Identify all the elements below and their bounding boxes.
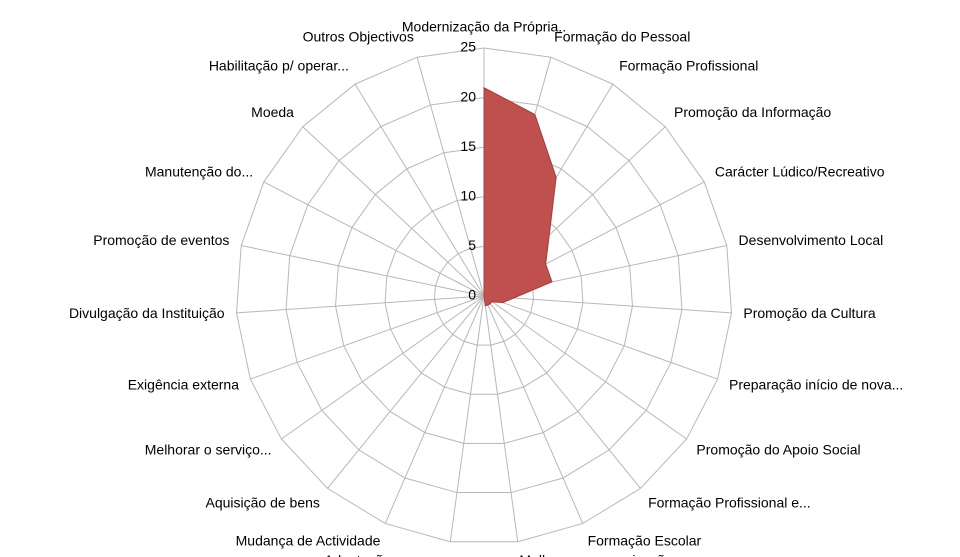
- grid-ring: [384, 196, 584, 395]
- spoke: [416, 57, 485, 297]
- y-tick-label: 25: [460, 39, 476, 55]
- y-tick-label: 10: [460, 188, 476, 204]
- category-label: Formação Profissional: [619, 58, 758, 74]
- category-label: Preparação início de nova...: [729, 376, 903, 392]
- spoke: [354, 83, 485, 297]
- category-label: Melhorar a comunicação...: [519, 552, 684, 557]
- spoke: [236, 295, 485, 314]
- category-label: Exigência externa: [128, 376, 240, 392]
- category-label: Manutenção do...: [145, 163, 253, 179]
- grid-ring: [335, 146, 633, 444]
- spoke: [483, 295, 584, 524]
- grid-ring: [236, 47, 732, 543]
- category-label: Formação do Pessoal: [554, 29, 690, 45]
- spoke: [281, 295, 485, 440]
- category-label: Promoção do Apoio Social: [696, 441, 860, 457]
- spoke: [483, 295, 687, 440]
- category-label: Aquisição de bens: [205, 495, 319, 511]
- category-label: Adaptação a nova...: [324, 552, 449, 557]
- category-label: Formação Escolar: [588, 533, 702, 549]
- category-label: Promoção de eventos: [93, 232, 229, 248]
- radar-area: [483, 86, 557, 307]
- category-label: Mudança de Actividade: [236, 533, 381, 549]
- y-tick-label: 5: [468, 237, 476, 253]
- spoke: [449, 295, 485, 542]
- category-label: Habilitação p/ operar...: [209, 58, 349, 74]
- spoke: [327, 295, 485, 489]
- spoke: [302, 126, 485, 297]
- spoke: [483, 295, 732, 314]
- category-label: Moeda: [251, 104, 294, 120]
- category-label: Outros Objectivos: [303, 29, 414, 45]
- category-label: Melhorar o serviço...: [145, 441, 272, 457]
- spoke: [384, 295, 485, 524]
- spoke: [483, 295, 718, 380]
- category-label: Modernização da Própria..: [402, 19, 566, 35]
- category-label: Desenvolvimento Local: [739, 232, 884, 248]
- category-label: Divulgação da Instituição: [69, 305, 225, 321]
- spoke: [250, 295, 485, 380]
- category-label: Promoção da Cultura: [743, 305, 876, 321]
- grid-ring: [285, 97, 683, 494]
- spoke: [483, 295, 519, 542]
- spoke: [241, 245, 485, 297]
- y-tick-label: 15: [460, 138, 476, 154]
- y-tick-label: 0: [468, 287, 476, 303]
- category-label: Formação Profissional e...: [648, 495, 811, 511]
- category-label: Promoção da Informação: [674, 104, 831, 120]
- category-label: Carácter Lúdico/Recreativo: [715, 163, 885, 179]
- spoke: [483, 295, 641, 489]
- y-tick-label: 20: [460, 88, 476, 104]
- spoke: [263, 181, 485, 297]
